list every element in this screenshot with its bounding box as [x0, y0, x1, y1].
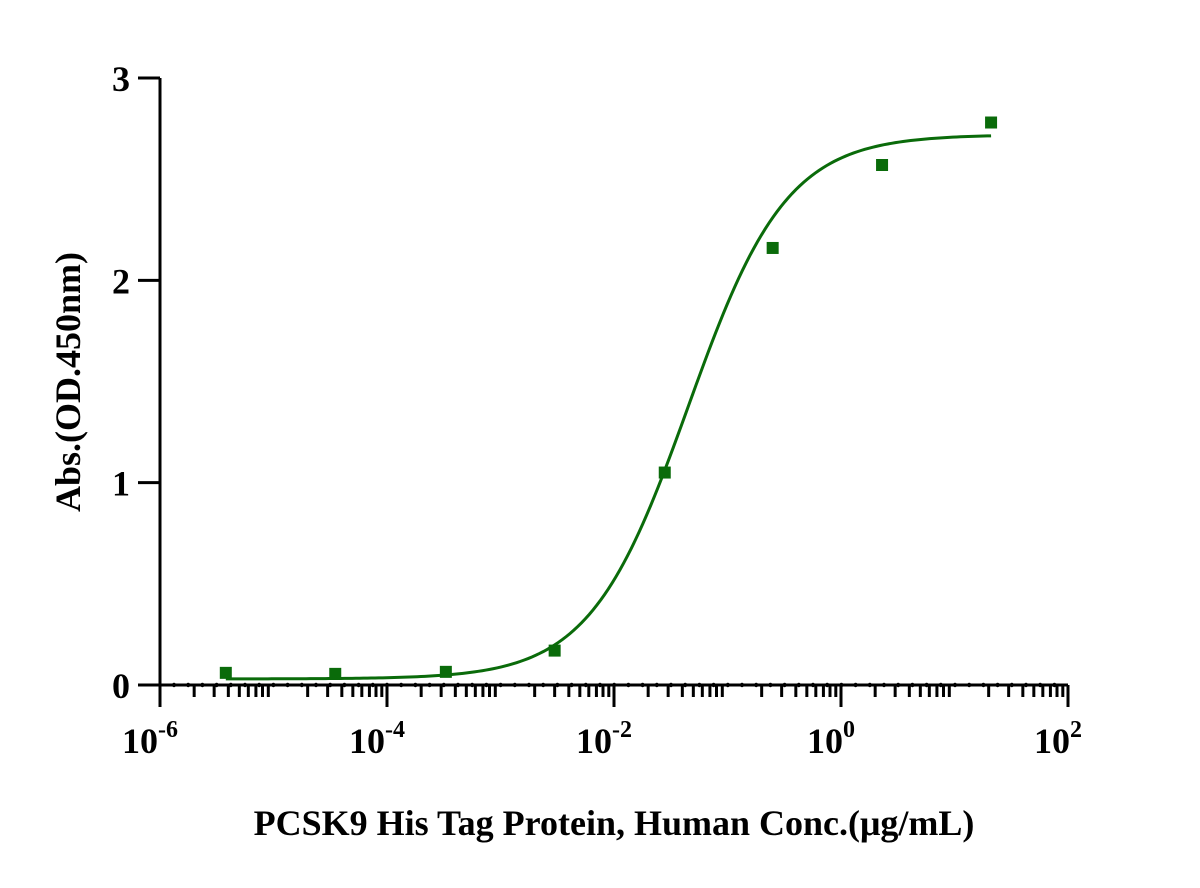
baseline-dot: [995, 682, 1000, 688]
baseline-dot: [299, 682, 304, 688]
data-points: [219, 116, 998, 680]
baseline-dot: [739, 682, 745, 688]
baseline-dot: [967, 682, 972, 688]
baseline-dot: [200, 682, 205, 688]
data-point: [766, 241, 779, 254]
y-tick-label: 0: [112, 666, 130, 706]
baseline-dot: [569, 682, 574, 688]
baseline-dot: [583, 682, 588, 688]
baseline-dot: [867, 682, 872, 688]
y-tick-label: 3: [112, 59, 130, 99]
baseline-dot: [384, 682, 390, 688]
x-tick-label: 10-6: [122, 717, 178, 761]
baseline-dot: [1052, 682, 1057, 688]
x-tick-base: 10: [807, 721, 843, 761]
baseline-dot: [342, 682, 347, 688]
data-point: [329, 667, 342, 680]
x-tick-exponent: -6: [158, 717, 178, 743]
baseline-dot: [399, 682, 404, 688]
baseline-dot: [626, 682, 631, 688]
x-tick-base: 10: [1034, 721, 1070, 761]
baseline-dot: [1009, 682, 1014, 688]
baseline-dot: [470, 682, 475, 688]
baseline-dot: [640, 682, 645, 688]
baseline-dot: [328, 682, 333, 688]
baseline-dot: [356, 682, 361, 688]
x-tick-base: 10: [576, 721, 612, 761]
x-tick-exponent: -2: [612, 717, 632, 743]
baseline-dot: [441, 682, 446, 688]
baseline-dot: [370, 682, 375, 688]
axes: [158, 78, 1068, 687]
baseline-dot: [754, 682, 759, 688]
baseline-dot: [484, 682, 489, 688]
x-axis-title: PCSK9 His Tag Protein, Human Conc.(μg/mL…: [254, 803, 975, 843]
data-point: [439, 665, 452, 678]
y-tick-label: 2: [112, 261, 130, 301]
baseline-dot: [725, 682, 730, 688]
x-tick-exponent: 0: [843, 717, 855, 743]
x-tick-label: 100: [807, 717, 855, 761]
baseline-dot: [498, 682, 503, 688]
x-tick-exponent: 2: [1070, 717, 1082, 743]
baseline-dot: [924, 682, 929, 688]
baseline-dot: [313, 682, 319, 688]
baseline-dot: [768, 682, 773, 688]
x-tick-label: 10-4: [349, 717, 405, 761]
data-point: [876, 159, 889, 172]
baseline-dot: [711, 682, 716, 688]
baseline-dot: [214, 682, 219, 688]
y-axis-ticks: 0 1 2 3: [112, 59, 160, 706]
x-tick-base: 10: [122, 721, 158, 761]
baseline-dot: [541, 682, 546, 688]
baseline-dot: [186, 682, 191, 688]
baseline-dot: [683, 682, 688, 688]
baseline-dot: [228, 682, 233, 688]
x-tick-label: 10-2: [576, 717, 632, 761]
fit-curve: [225, 134, 992, 681]
baseline-dot: [782, 682, 787, 688]
baseline-dot: [810, 682, 816, 688]
baseline-dot: [896, 682, 901, 688]
baseline-dot: [257, 682, 262, 688]
x-axis-ticks: 10-6 10-4 10-2 100 102: [122, 682, 1082, 761]
y-axis-title: Abs.(OD.450nm): [48, 252, 88, 512]
baseline-dot: [1038, 682, 1043, 688]
baseline-dot: [1023, 682, 1029, 688]
data-point: [658, 466, 671, 479]
baseline-dot: [555, 682, 560, 688]
baseline-dot: [981, 682, 986, 688]
baseline-dot: [171, 682, 177, 688]
baseline-dot: [597, 682, 603, 688]
baseline-dot: [654, 682, 659, 688]
baseline-dot: [910, 682, 915, 688]
baseline-dot: [242, 682, 248, 688]
baseline-dot: [839, 682, 844, 688]
baseline-dot: [526, 682, 532, 688]
baseline-dot: [512, 682, 517, 688]
baseline-dot: [952, 682, 958, 688]
baseline-dot: [612, 682, 617, 688]
x-tick-base: 10: [349, 721, 385, 761]
baseline-dot: [697, 682, 702, 688]
baseline-dot: [285, 682, 290, 688]
baseline-dot: [938, 682, 943, 688]
baseline-dot: [413, 682, 418, 688]
baseline-dot: [825, 682, 830, 688]
baseline-dot: [853, 682, 858, 688]
data-point: [548, 644, 561, 657]
baseline-dot: [796, 682, 801, 688]
baseline-dot: [881, 682, 887, 688]
baseline-dot: [271, 682, 276, 688]
baseline-dot: [427, 682, 432, 688]
x-tick-exponent: -4: [385, 717, 405, 743]
x-tick-label: 102: [1034, 717, 1082, 761]
data-point: [219, 666, 232, 679]
y-tick-label: 1: [112, 464, 130, 504]
data-point: [985, 116, 998, 129]
baseline-dot: [668, 682, 674, 688]
baseline-dot: [455, 682, 461, 688]
